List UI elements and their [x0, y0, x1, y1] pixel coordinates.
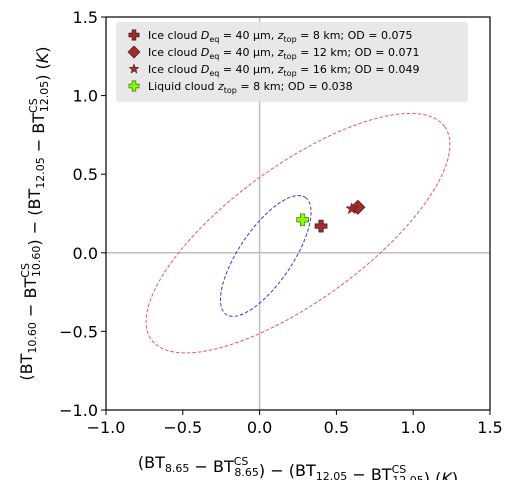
data-point-3 [296, 213, 309, 227]
plot-frame [105, 16, 491, 411]
legend-marker-1 [127, 45, 141, 59]
legend-box [116, 22, 468, 102]
axis-ticks: −1.0 −0.5 0.0 0.5 1.0 1.5 −1.0 −0.5 0.0 0.5 1.0 1.5 [59, 8, 503, 437]
y-tick-label: 0.5 [73, 165, 98, 184]
legend-marker-2 [128, 63, 140, 74]
legend-entry-2: Ice cloud Deq = 40 μm, ztop = 16 km; OD … [148, 63, 419, 78]
x-tick-label: −1.0 [87, 418, 126, 437]
data-point-2 [345, 202, 359, 215]
y-tick-label: 0.0 [73, 244, 98, 263]
plot-area [105, 16, 491, 411]
x-tick-label: −0.5 [163, 418, 202, 437]
legend-marker-0 [128, 29, 140, 41]
x-tick-label: 0.5 [324, 418, 349, 437]
legend-marker-3 [128, 80, 140, 92]
y-tick-label: −1.0 [59, 401, 98, 420]
legend: Ice cloud Deq = 40 μm, ztop = 8 km; OD =… [116, 22, 468, 102]
legend-entry-3: Liquid cloud ztop = 8 km; OD = 0.038 [148, 80, 353, 95]
ellipse-1 [219, 194, 312, 317]
x-tick-label: 1.0 [400, 418, 425, 437]
ellipse-0 [145, 112, 451, 354]
y-axis-label: (BT10.60 − BTCS10.60) − (BT12.05 − BTCS1… [17, 46, 52, 380]
x-tick-label: 0.0 [247, 418, 272, 437]
y-tick-label: −0.5 [59, 322, 98, 341]
x-tick-label: 1.5 [477, 418, 502, 437]
y-tick-label: 1.5 [73, 8, 98, 27]
legend-entry-1: Ice cloud Deq = 40 μm, ztop = 12 km; OD … [148, 46, 419, 61]
data-point-0 [314, 219, 328, 233]
legend-entry-0: Ice cloud Deq = 40 μm, ztop = 8 km; OD =… [148, 29, 412, 44]
y-tick-label: 1.0 [73, 87, 98, 106]
